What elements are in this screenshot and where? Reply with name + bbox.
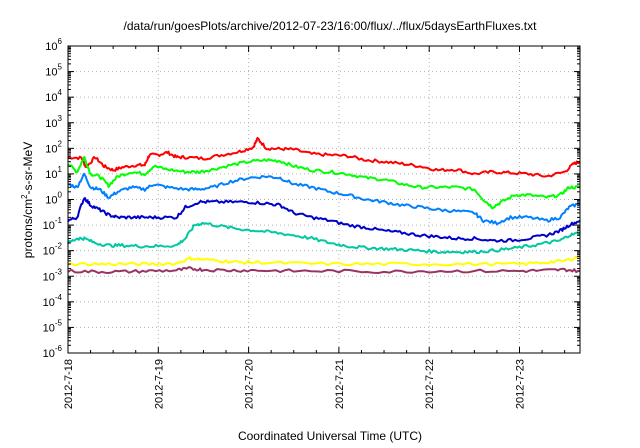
y-tick-label: 104 xyxy=(45,88,62,104)
x-tick-label: 2012-7-21 xyxy=(334,359,346,409)
series-line-1 xyxy=(67,155,581,210)
series-line-5 xyxy=(67,255,581,267)
y-tick-label: 10-3 xyxy=(43,267,63,283)
y-tick-label: 102 xyxy=(45,139,62,155)
series-line-3 xyxy=(67,197,581,243)
x-tick-label: 2012-7-23 xyxy=(514,359,526,409)
y-axis-title: protons/cm2-s-sr-MeV xyxy=(20,142,35,258)
y-tick-label: 10-6 xyxy=(43,344,63,360)
x-tick-label: 2012-7-22 xyxy=(424,359,436,409)
grid-layer xyxy=(68,46,580,353)
y-tick-label: 10-5 xyxy=(43,318,63,334)
series-line-4 xyxy=(67,221,581,255)
series-line-2 xyxy=(67,172,581,226)
y-tick-label: 10-1 xyxy=(43,216,63,232)
tick-layer: 10-6 10-5 10-4 10-3 10-2 10-1 100 101 102 103 104 1… xyxy=(43,37,580,409)
series-line-0 xyxy=(67,136,581,178)
x-tick-label: 2012-7-20 xyxy=(244,359,256,409)
y-tick-label: 106 xyxy=(45,37,62,53)
y-tick-label: 103 xyxy=(45,114,62,130)
chart-title: /data/run/goesPlots/archive/2012-07-23/1… xyxy=(124,19,538,33)
series-layer xyxy=(67,136,581,274)
x-tick-label: 2012-7-18 xyxy=(63,359,75,409)
y-tick-label: 100 xyxy=(45,191,62,207)
y-tick-label: 10-4 xyxy=(43,293,63,309)
y-tick-label: 10-2 xyxy=(43,242,63,258)
x-axis-title: Coordinated Universal Time (UTC) xyxy=(238,429,422,443)
y-tick-label: 101 xyxy=(45,165,62,181)
series-line-6 xyxy=(67,266,581,274)
y-tick-label: 105 xyxy=(45,63,62,79)
x-tick-label: 2012-7-19 xyxy=(153,359,165,409)
